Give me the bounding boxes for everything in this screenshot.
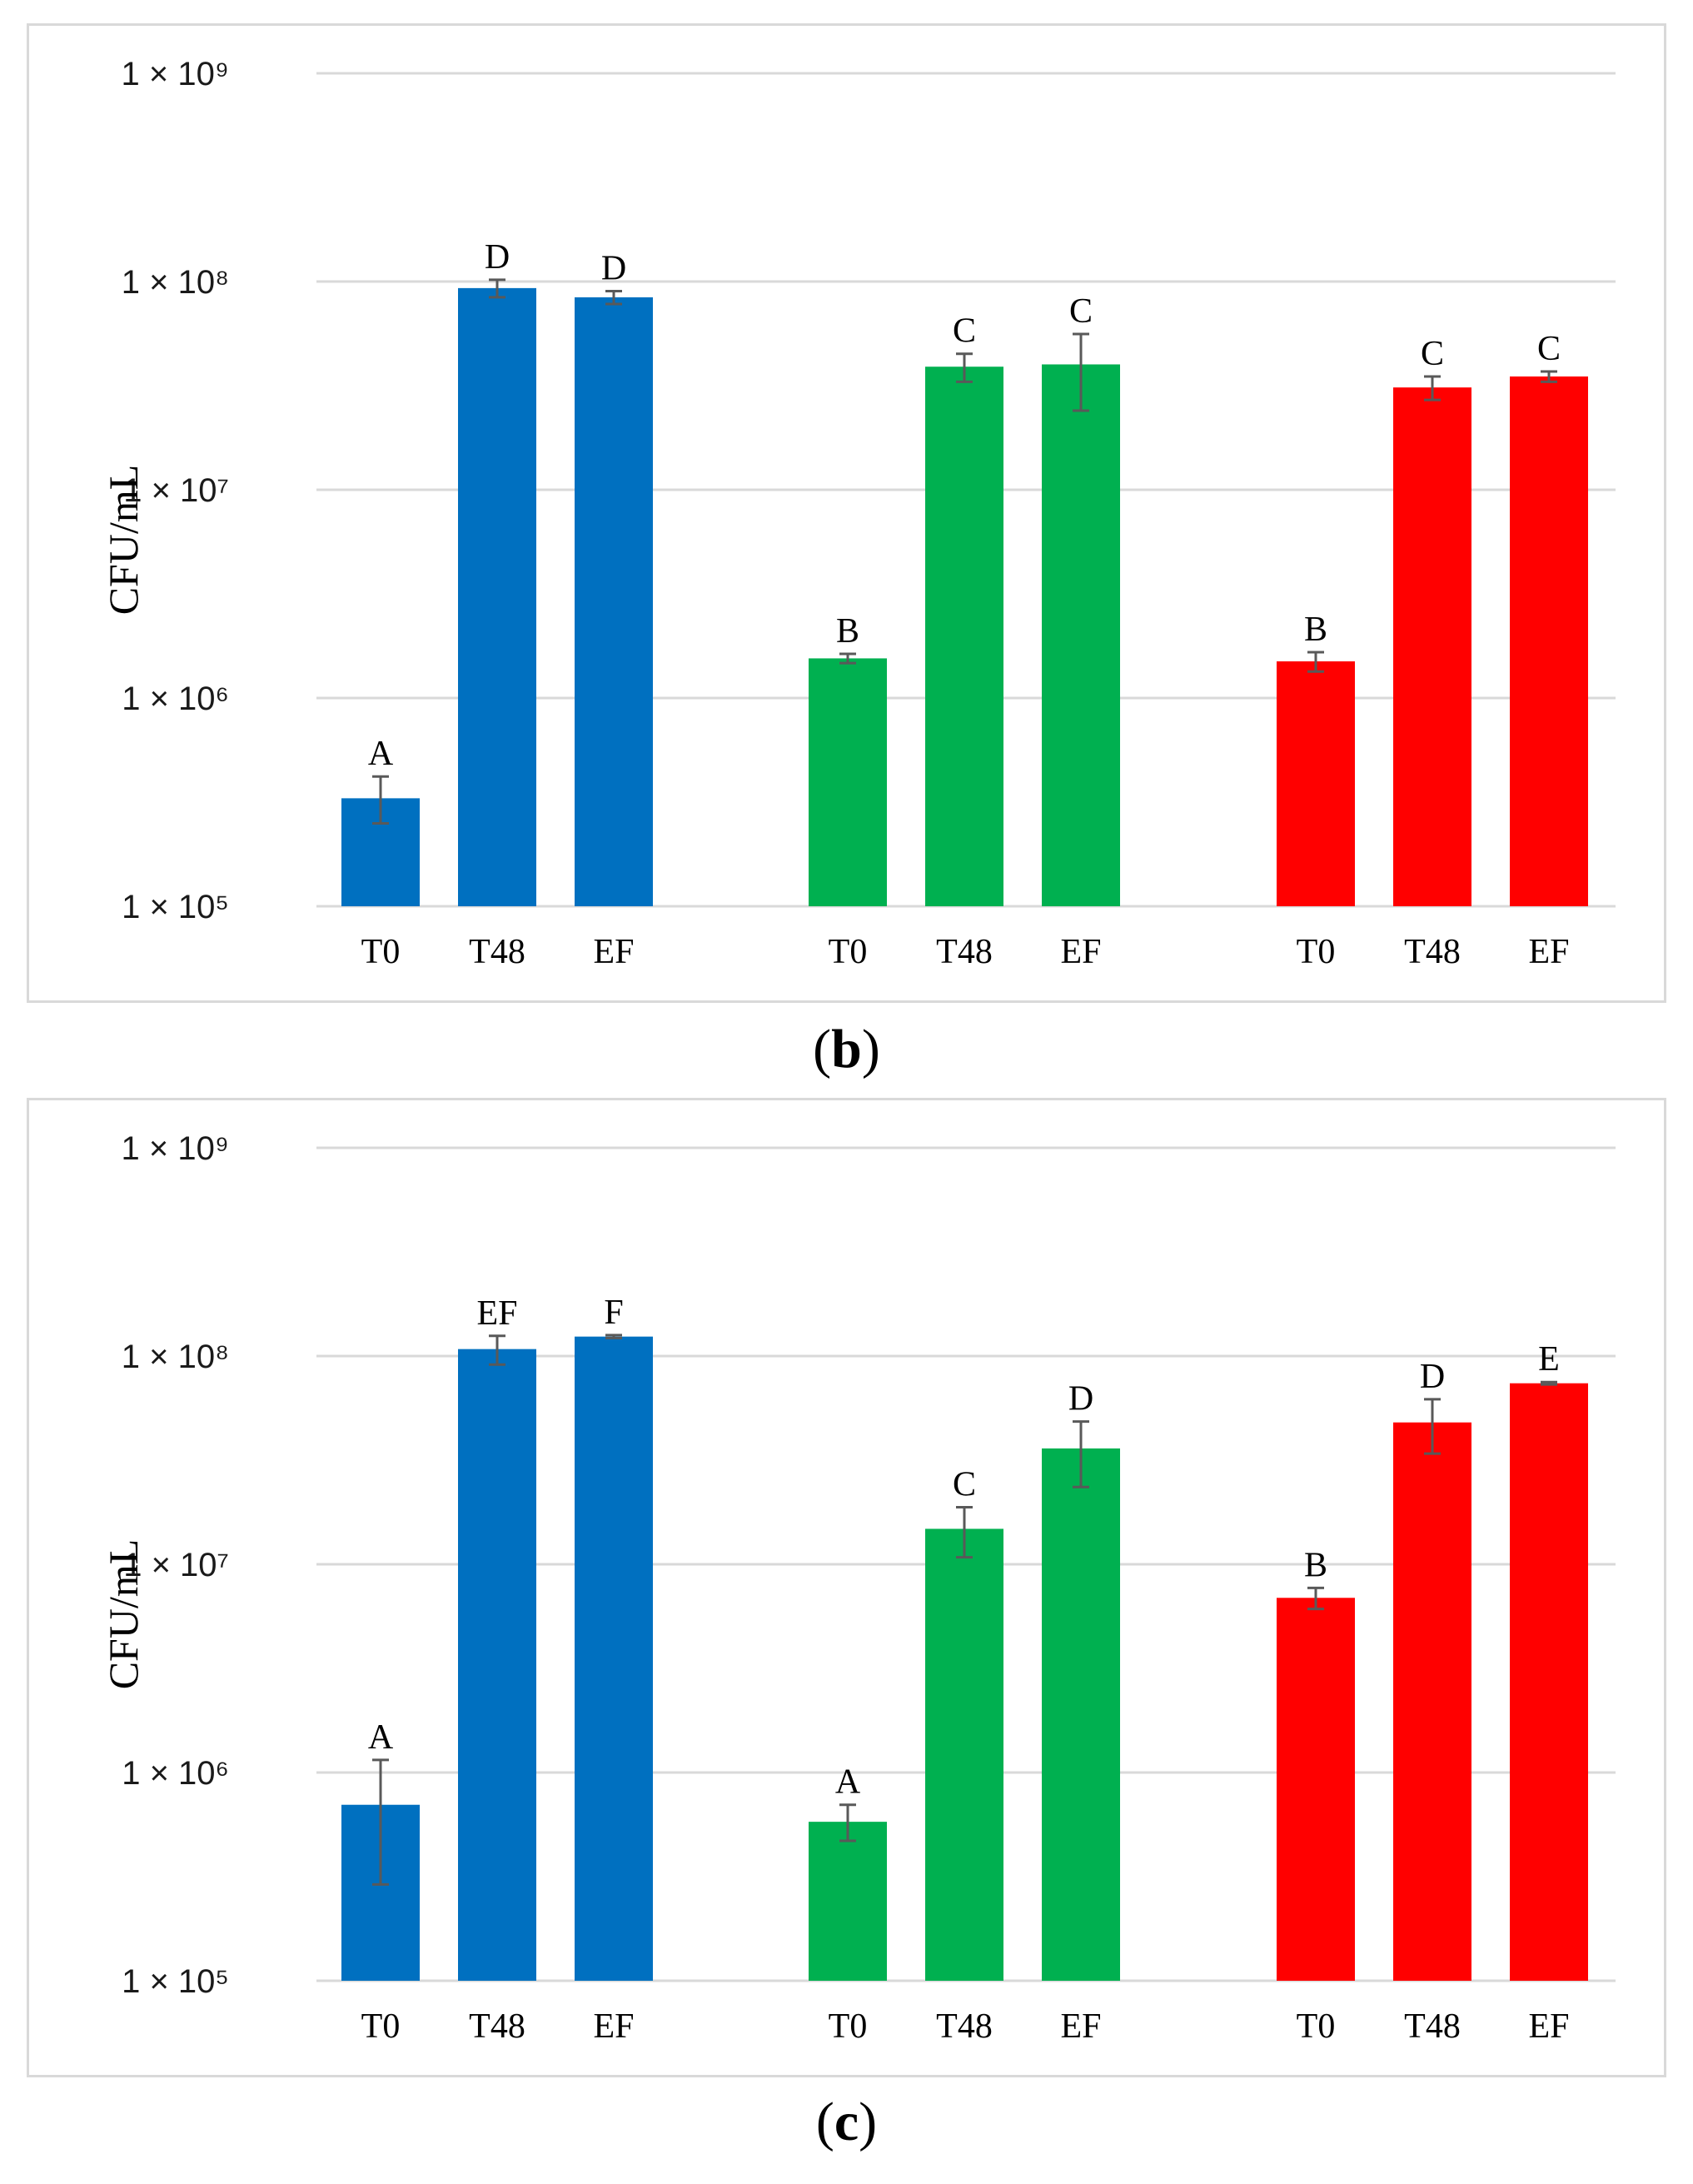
significance-letter: C — [1421, 335, 1444, 373]
panel-caption-b: (b) — [813, 1019, 880, 1080]
significance-letter: C — [953, 312, 976, 351]
y-tick-label: 1 × 10⁶ — [122, 1755, 229, 1792]
significance-letter: A — [368, 735, 394, 773]
significance-letter: C — [1537, 330, 1561, 368]
chart-panel-c: 1 × 10⁵ 1 × 10⁶ 1 × 10⁷ 1 × 10⁸ 1 × 10⁹ CFU/m… — [27, 1098, 1666, 2077]
x-tick-label: EF — [1060, 2007, 1101, 2046]
significance-letter: C — [1069, 292, 1093, 331]
bar-00b050-T0 — [809, 1822, 887, 1981]
x-tick-label: EF — [1528, 2007, 1569, 2046]
significance-letter: A — [835, 1763, 861, 1802]
bar-ff0000-T48 — [1393, 1422, 1471, 1981]
chart-b-svg: 1 × 10⁵ 1 × 10⁶ 1 × 10⁷ 1 × 10⁸ 1 × 10⁹ CFU/m… — [100, 56, 1616, 971]
bar-ff0000-T48 — [1393, 387, 1471, 907]
bar-00b050-T48 — [925, 366, 1003, 906]
y-axis-title: CFU/mL — [100, 465, 147, 616]
y-tick-label: 1 × 10⁷ — [123, 1547, 229, 1583]
y-tick-label: 1 × 10⁸ — [122, 1339, 229, 1375]
y-tick-label: 1 × 10⁵ — [122, 1963, 229, 2000]
y-tick-label: 1 × 10⁵ — [122, 889, 229, 925]
bar-0070c0-EF — [575, 1336, 653, 1981]
significance-letter: C — [953, 1465, 976, 1503]
significance-letter: D — [1068, 1380, 1093, 1419]
bar-0070c0-T48 — [458, 1349, 536, 1981]
x-tick-label: T48 — [469, 2007, 525, 2046]
x-tick-label: EF — [593, 933, 634, 971]
chart-c-svg: 1 × 10⁵ 1 × 10⁶ 1 × 10⁷ 1 × 10⁸ 1 × 10⁹ CFU/m… — [100, 1130, 1616, 2046]
x-tick-label: T0 — [829, 933, 868, 971]
bar-ff0000-T0 — [1277, 661, 1355, 906]
significance-letter: B — [1304, 1546, 1327, 1584]
y-tick-label: 1 × 10⁹ — [122, 1130, 229, 1167]
x-tick-label: T0 — [1297, 933, 1336, 971]
y-tick-label: 1 × 10⁶ — [122, 681, 229, 717]
bar-0070c0-T48 — [458, 287, 536, 906]
significance-letter: B — [1304, 611, 1327, 649]
bar-ff0000-EF — [1510, 1383, 1588, 1981]
x-tick-label: T0 — [361, 933, 401, 971]
significance-letter: E — [1538, 1340, 1560, 1379]
y-tick-label: 1 × 10⁷ — [123, 472, 229, 509]
x-tick-label: T48 — [936, 2007, 993, 2046]
bar-00b050-EF — [1042, 364, 1120, 907]
x-tick-label: T0 — [361, 2007, 401, 2046]
bar-ff0000-EF — [1510, 376, 1588, 906]
y-tick-label: 1 × 10⁹ — [122, 56, 229, 92]
y-tick-label: 1 × 10⁸ — [122, 264, 229, 301]
x-tick-label: T48 — [469, 933, 525, 971]
chart-panel-b: 1 × 10⁵ 1 × 10⁶ 1 × 10⁷ 1 × 10⁸ 1 × 10⁹ CFU/m… — [27, 23, 1666, 1003]
x-tick-label: T0 — [1297, 2007, 1336, 2046]
panel-caption-c: (c) — [815, 2092, 878, 2152]
bar-ff0000-T0 — [1277, 1598, 1355, 1981]
bar-0070c0-EF — [575, 297, 653, 906]
significance-letter: EF — [476, 1294, 517, 1333]
x-tick-label: EF — [593, 2007, 634, 2046]
significance-letter: B — [836, 612, 859, 651]
bar-00b050-T0 — [809, 658, 887, 906]
significance-letter: F — [604, 1294, 623, 1332]
significance-letter: A — [368, 1718, 394, 1757]
x-tick-label: T0 — [829, 2007, 868, 2046]
significance-letter: D — [1420, 1358, 1445, 1396]
x-tick-label: T48 — [1404, 933, 1461, 971]
x-tick-label: T48 — [936, 933, 993, 971]
bar-00b050-T48 — [925, 1528, 1003, 1981]
x-tick-label: EF — [1060, 933, 1101, 971]
significance-letter: D — [485, 238, 510, 277]
x-tick-label: T48 — [1404, 2007, 1461, 2046]
y-axis-title: CFU/mL — [100, 1539, 147, 1690]
bar-00b050-EF — [1042, 1448, 1120, 1981]
x-tick-label: EF — [1528, 933, 1569, 971]
significance-letter: D — [601, 249, 626, 287]
